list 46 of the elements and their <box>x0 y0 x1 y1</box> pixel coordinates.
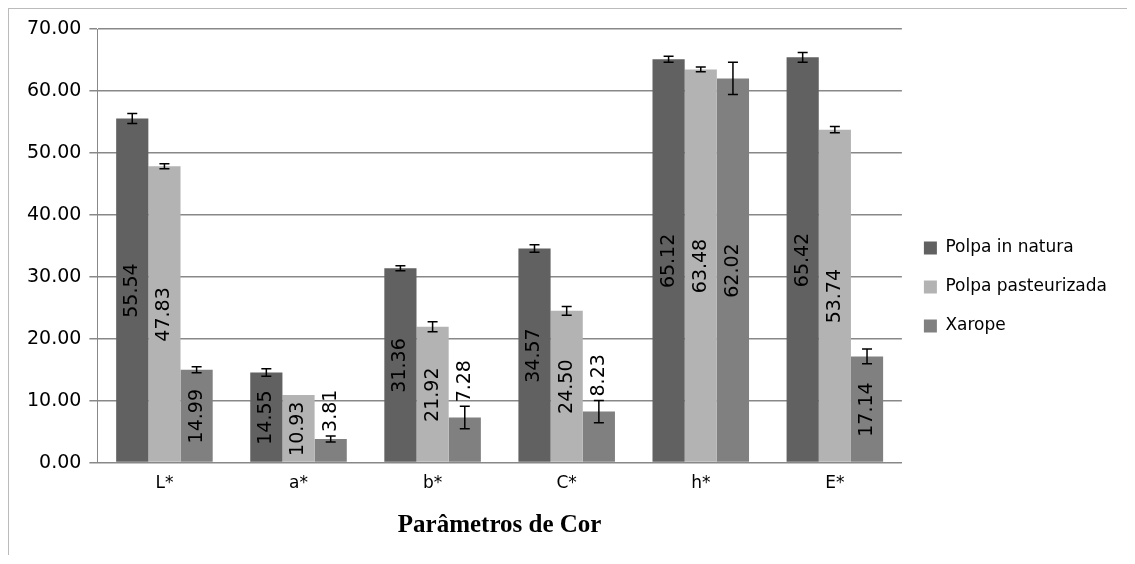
y-tick-label: 10.00 <box>26 387 82 410</box>
y-tick-label: 20.00 <box>26 325 82 348</box>
x-tick-label: h* <box>691 472 711 493</box>
legend-label: Polpa in natura <box>945 236 1074 257</box>
x-tick-label: a* <box>289 472 308 493</box>
data-label: 14.55 <box>253 390 276 445</box>
data-label: 3.81 <box>317 389 340 432</box>
bar <box>416 326 449 462</box>
y-tick-label: 30.00 <box>26 263 82 286</box>
bar <box>818 129 851 462</box>
data-label: 7.28 <box>451 360 474 403</box>
data-label: 21.92 <box>419 367 442 422</box>
data-label: 24.50 <box>553 359 576 414</box>
x-tick-label: C* <box>556 472 577 493</box>
legend-label: Polpa pasteurizada <box>945 275 1107 296</box>
bar <box>518 248 551 462</box>
data-label: 31.36 <box>387 338 410 393</box>
data-label: 53.74 <box>821 268 844 324</box>
data-label: 62.02 <box>719 243 742 298</box>
data-label: 47.83 <box>151 287 174 342</box>
x-tick-label: b* <box>422 472 443 493</box>
y-tick-label: 60.00 <box>26 77 82 100</box>
data-label: 34.57 <box>521 328 544 383</box>
data-label: 14.99 <box>183 388 206 444</box>
y-tick-label: 40.00 <box>26 201 82 224</box>
data-label: 65.12 <box>655 233 678 289</box>
y-tick-label: 50.00 <box>26 139 82 162</box>
x-tick-label: E* <box>825 472 845 493</box>
x-tick-label: L* <box>155 472 174 493</box>
bar <box>116 118 149 462</box>
bar <box>148 166 181 462</box>
y-tick-label: 0.00 <box>39 449 82 472</box>
data-label: 10.93 <box>285 401 308 456</box>
y-tick-label: 70.00 <box>26 15 82 38</box>
bar <box>652 59 685 462</box>
data-label: 55.54 <box>119 263 142 318</box>
data-label: 63.48 <box>687 238 710 294</box>
bar <box>786 57 819 462</box>
data-label: 65.42 <box>789 232 812 288</box>
x-axis-title: Parâmetros de Cor <box>397 510 602 538</box>
data-label: 17.14 <box>853 382 876 437</box>
bar <box>684 69 717 462</box>
bar <box>384 268 417 462</box>
legend-label: Xarope <box>945 314 1006 335</box>
data-label: 8.23 <box>585 354 608 397</box>
bar <box>550 310 583 462</box>
